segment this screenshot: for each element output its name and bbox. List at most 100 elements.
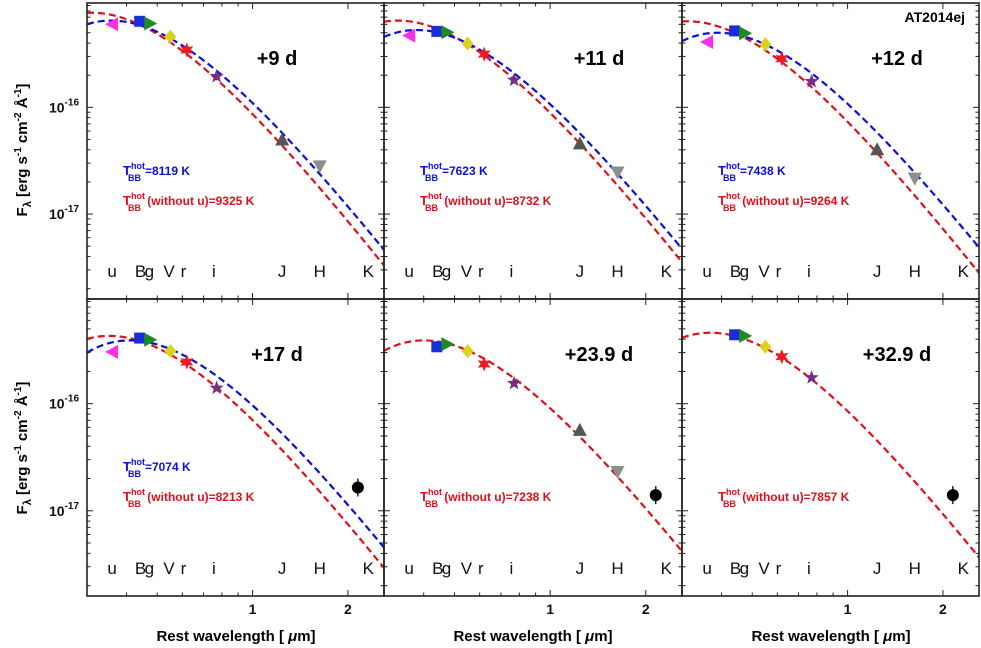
object-name: AT2014ej (905, 9, 965, 25)
point-K (649, 489, 662, 502)
point-B (431, 25, 443, 37)
panel-frame (86, 2, 385, 300)
x-axis-label-1: Rest wavelength [ μm] (156, 628, 315, 645)
y-axis-label-top: Fλ [erg s-1 cm-2 Å-1] (13, 84, 34, 217)
point-r (477, 356, 491, 372)
fit-curves (87, 334, 384, 569)
point-J (572, 136, 587, 150)
photometry-points (402, 25, 625, 180)
y-tick-label: 10-16 (49, 394, 79, 412)
object-name-text: AT2014ej (905, 9, 965, 25)
filter-label-i: i (807, 262, 811, 281)
teff-red: Thot BB (without u)=8732 K (420, 191, 552, 213)
point-J (870, 142, 885, 156)
point-u (402, 28, 416, 43)
point-g (144, 16, 158, 31)
photometry-points (431, 337, 662, 505)
filter-label-J: J (576, 262, 585, 281)
y-tick-label: 10-16 (49, 97, 79, 115)
filter-label-g: g (740, 262, 749, 281)
point-V (164, 344, 177, 359)
x-label-unit: m] (892, 628, 910, 645)
point-J (275, 132, 290, 146)
filter-label-r: r (181, 262, 187, 281)
filter-label-i: i (212, 262, 216, 281)
panel-frame (383, 298, 683, 597)
y-axis-label-bottom: Fλ [erg s-1 cm-2 Å-1] (13, 382, 34, 515)
filter-label-K: K (661, 559, 673, 578)
point-i (209, 68, 224, 83)
x-tick-label: 2 (344, 601, 352, 617)
filter-label-K: K (661, 262, 673, 281)
x-label-mu: μ (287, 628, 297, 645)
point-i (209, 380, 224, 395)
filter-label-K: K (363, 262, 375, 281)
epoch-label: +17 d (251, 344, 303, 366)
teff-red: Thot BB (without u)=7857 K (718, 487, 850, 509)
filter-label-V: V (163, 559, 175, 578)
filter-label-r: r (478, 262, 484, 281)
teff-blue: Thot BB =7623 K (420, 161, 488, 183)
filter-label-u: u (107, 559, 116, 578)
point-i (506, 72, 522, 87)
point-J (572, 422, 587, 436)
photometry-points (700, 25, 922, 186)
bb-fit-red-curve (682, 331, 979, 558)
filter-label-u: u (107, 262, 116, 281)
bb-fit-red-curve (682, 20, 979, 274)
filter-label-i: i (509, 262, 513, 281)
teff-blue: Thot BB =7074 K (123, 457, 191, 479)
y-tick-label: 10-17 (49, 204, 79, 222)
svg-text:Rest wavelength [ μm]: Rest wavelength [ μm] (453, 628, 612, 645)
point-H (312, 160, 327, 174)
teff-blue: Thot BB =7438 K (718, 161, 786, 183)
ticks (682, 299, 979, 596)
filter-label-u: u (404, 559, 413, 578)
x-axis-label-3: Rest wavelength [ μm] (751, 628, 910, 645)
fit-curves (384, 339, 682, 552)
point-i (804, 73, 819, 88)
point-B (729, 25, 741, 37)
x-axis-label-2: Rest wavelength [ μm] (453, 628, 612, 645)
filter-label-B: B (135, 559, 146, 578)
epoch-label: +23.9 d (565, 344, 633, 366)
bb-fit-blue-curve (87, 19, 384, 251)
panel-frame (681, 2, 980, 300)
fit-curves (682, 331, 979, 558)
filter-label-g: g (145, 262, 154, 281)
filter-label-K: K (958, 559, 970, 578)
point-u (105, 344, 119, 359)
filter-label-B: B (432, 559, 443, 578)
filter-label-V: V (758, 262, 770, 281)
point-r (477, 46, 491, 62)
bb-fit-red-curve (384, 339, 682, 552)
point-K (351, 481, 364, 494)
x-label-unit: m] (594, 628, 612, 645)
point-H (907, 172, 922, 186)
point-B (431, 341, 443, 353)
ticks (384, 3, 682, 299)
filter-label-V: V (461, 559, 473, 578)
filter-label-H: H (314, 262, 326, 281)
filter-label-J: J (278, 559, 287, 578)
point-V (759, 37, 772, 52)
teff-red: Thot BB (without u)=9325 K (123, 191, 255, 213)
filter-label-J: J (873, 262, 882, 281)
epoch-label: +12 d (871, 48, 923, 70)
bb-fit-blue-curve (87, 339, 384, 549)
teff-red: Thot BB (without u)=8213 K (123, 487, 255, 509)
filter-label-B: B (730, 262, 741, 281)
